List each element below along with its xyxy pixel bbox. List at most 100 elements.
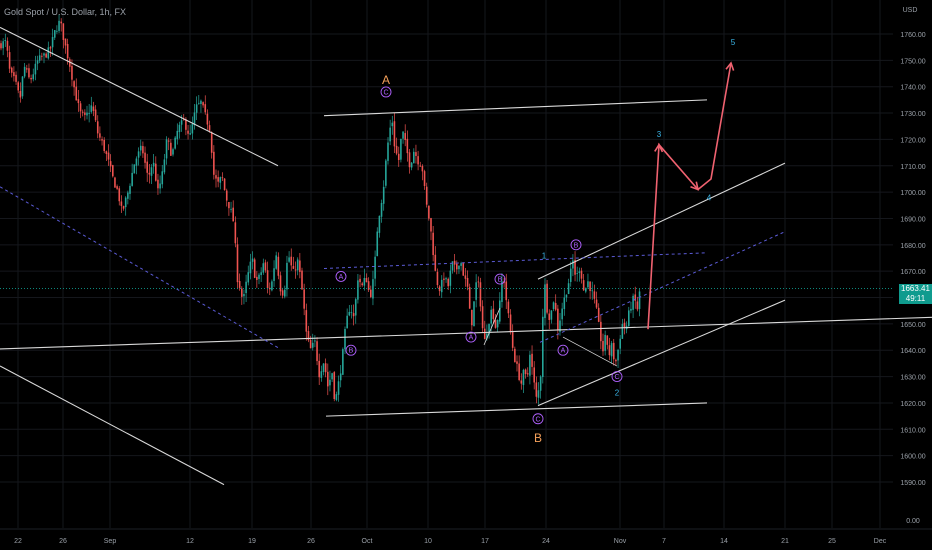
candle-body <box>354 299 357 316</box>
candle-body <box>382 186 385 204</box>
candle-body <box>292 266 295 269</box>
candle-body <box>449 270 452 286</box>
candle-body <box>157 179 159 189</box>
candle-body <box>606 335 609 345</box>
candle-body <box>301 270 303 290</box>
candle-body <box>638 291 641 309</box>
candle-body <box>440 279 443 293</box>
candle-body <box>311 342 314 348</box>
candle-body <box>346 315 348 329</box>
candle-body <box>66 44 69 59</box>
candle-body <box>41 55 43 57</box>
candle-body <box>357 280 359 300</box>
wave-label: B <box>574 242 579 249</box>
last-price-badge: 1663.41 49:11 <box>899 284 932 304</box>
price-axis[interactable]: USD 1760.00 1750.00 1740.00 1730.00 1720.00 17… <box>900 7 925 525</box>
candle-body <box>499 300 501 322</box>
x-tick-label: 19 <box>248 538 256 545</box>
candle-body <box>139 145 142 151</box>
candle-body <box>249 261 252 274</box>
wave-label: A <box>561 348 566 355</box>
candle-body <box>617 349 619 361</box>
candle-body <box>258 274 260 279</box>
dashed-line-dashed-mid <box>323 252 708 270</box>
candle-body <box>415 152 417 156</box>
candle-body <box>425 186 428 205</box>
candle-body <box>30 77 32 80</box>
candle-body <box>288 257 290 262</box>
candle-body <box>101 139 103 141</box>
candle-body <box>148 172 151 175</box>
candle-body <box>344 329 346 350</box>
candle-body <box>178 124 181 133</box>
candle-body <box>187 130 189 134</box>
y-tick-label: 1710.00 <box>900 164 925 171</box>
candle-body <box>417 156 419 165</box>
projection-arrowhead <box>654 143 664 153</box>
candle-body <box>320 371 323 378</box>
candle-body <box>554 303 557 310</box>
candle-body <box>299 260 301 272</box>
candle-body <box>505 281 508 301</box>
candle-body <box>122 206 125 209</box>
candle-body <box>419 165 422 167</box>
candle-body <box>443 278 445 280</box>
candle-body <box>572 260 574 269</box>
candle-body <box>591 290 594 292</box>
candle-body <box>389 127 391 142</box>
candle-body <box>483 328 486 340</box>
candle-body <box>486 333 488 339</box>
candle-body <box>518 363 520 381</box>
candle-body <box>563 297 566 310</box>
time-axis[interactable]: 22 26 Sep 12 19 26 Oct 10 17 24 Nov 7 14 21 25 Dec <box>0 528 932 545</box>
candle-body <box>142 146 144 154</box>
candle-body <box>432 232 434 256</box>
candle-body <box>628 310 630 326</box>
candle-body <box>86 112 88 116</box>
candle-body <box>198 102 200 104</box>
candle-body <box>34 63 37 75</box>
candle-body <box>294 269 297 271</box>
wave-label: B <box>534 431 542 445</box>
y-tick-label: 1630.00 <box>900 375 925 382</box>
candle-body <box>114 177 116 188</box>
candle-body <box>428 205 430 219</box>
candle-body <box>387 142 389 161</box>
candle-body <box>339 373 342 381</box>
candle-body <box>290 256 293 266</box>
candle-body <box>350 312 353 313</box>
candle-body <box>182 119 185 121</box>
candle-body <box>464 275 467 279</box>
axis-unit-label: USD <box>903 7 918 14</box>
candle-body <box>241 288 243 297</box>
candle-body <box>152 162 155 167</box>
x-tick-label: Oct <box>362 538 373 545</box>
candle-body <box>170 142 172 156</box>
candle-body <box>4 40 7 42</box>
candle-body <box>21 76 24 97</box>
candle-body <box>552 302 555 309</box>
candle-body <box>492 308 495 320</box>
candle-body <box>146 161 148 173</box>
candle-body <box>32 74 35 80</box>
candle-body <box>342 349 344 375</box>
candle-body <box>127 192 129 199</box>
candle-body <box>167 140 170 142</box>
candle-body <box>522 369 525 386</box>
x-tick-label: 10 <box>424 538 432 545</box>
candle-body <box>124 197 127 208</box>
candle-body <box>307 331 310 341</box>
x-tick-label: 17 <box>481 538 489 545</box>
candle-body <box>559 320 561 332</box>
candle-body <box>137 151 140 158</box>
candle-body <box>359 278 361 283</box>
wave-label: C <box>732 0 741 2</box>
candle-body <box>81 111 84 113</box>
x-tick-label: 22 <box>14 538 22 545</box>
candle-body <box>90 105 93 112</box>
candle-body <box>251 258 254 262</box>
candle-body <box>546 283 548 313</box>
candle-body <box>533 367 535 383</box>
